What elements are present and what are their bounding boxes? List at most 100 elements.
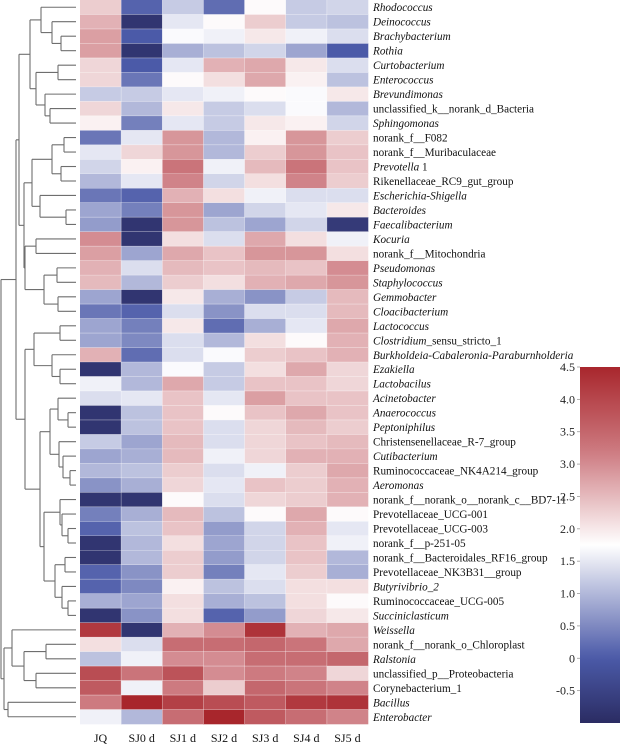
heatmap-cell [326, 130, 369, 146]
row-label: Bacteroides [373, 205, 427, 217]
heatmap-cell [80, 390, 122, 406]
heatmap-cell [162, 115, 204, 131]
heatmap-cell [80, 144, 122, 160]
heatmap-cell [285, 448, 328, 464]
heatmap-cell [162, 709, 204, 725]
heatmap-cell [244, 347, 287, 363]
heatmap-cell [203, 217, 245, 232]
heatmap-cell [80, 593, 122, 609]
heatmap-cell [121, 347, 163, 363]
heatmap-cell [203, 448, 245, 464]
row-label: Deinococcus [372, 17, 431, 29]
heatmap-cell [80, 579, 122, 594]
heatmap-cell [326, 289, 369, 305]
heatmap-cell [244, 275, 287, 290]
colorbar-tick-label: 3.0 [560, 457, 575, 471]
heatmap-cell [244, 535, 287, 551]
heatmap-cell [285, 43, 328, 59]
heatmap-cell [326, 318, 369, 334]
heatmap-cell [80, 362, 122, 377]
heatmap-cell [203, 347, 245, 363]
heatmap-cell [121, 550, 163, 566]
heatmap-cell [121, 637, 163, 652]
row-label: Prevotellaceae_UCG-001 [373, 509, 488, 521]
heatmap-cell [326, 492, 369, 508]
heatmap-cell [121, 579, 163, 594]
heatmap-cell [162, 304, 204, 319]
heatmap-cell [203, 260, 245, 276]
heatmap-cell [162, 637, 204, 652]
heatmap-cell [80, 159, 122, 175]
heatmap-cell [203, 666, 245, 681]
heatmap-cell [326, 376, 369, 392]
heatmap-cell [285, 333, 328, 348]
heatmap-cell [121, 144, 163, 160]
row-label: Ezakiella [372, 364, 415, 376]
heatmap-cell [203, 144, 245, 160]
heatmap-cell [203, 173, 245, 189]
heatmap-cell [285, 0, 328, 15]
heatmap-cell [285, 362, 328, 377]
heatmap-cell [326, 260, 369, 276]
heatmap-cell [244, 202, 287, 218]
colorbar-tick-label: 1.5 [560, 554, 575, 568]
row-label: Corynebacterium_1 [373, 683, 462, 695]
row-label: norank_f__p-251-05 [373, 538, 466, 550]
heatmap-cell [244, 101, 287, 117]
heatmap-cell [244, 521, 287, 537]
heatmap-cell [326, 695, 369, 710]
heatmap-cell [162, 289, 204, 305]
heatmap-cell [203, 637, 245, 652]
heatmap-cell [203, 362, 245, 377]
heatmap-cell [285, 260, 328, 276]
heatmap-cell [326, 434, 369, 450]
heatmap-cell [162, 535, 204, 551]
heatmap-cell [285, 289, 328, 305]
heatmap-cell [285, 347, 328, 363]
heatmap-cell [80, 651, 122, 667]
heatmap-cell [162, 101, 204, 117]
heatmap-cell [285, 115, 328, 131]
row-label: norank_f__F082 [373, 133, 448, 145]
heatmap-cell [121, 492, 163, 508]
heatmap-cell [162, 564, 204, 580]
row-label: unclassified_k__norank_d_Bacteria [373, 104, 534, 116]
row-label: Burkholdeia-Cabaleronia-Paraburnholderia [373, 350, 574, 362]
row-label: Bacillus [373, 697, 410, 709]
heatmap-cell [244, 506, 287, 522]
row-label: Enterococcus [372, 75, 434, 87]
heatmap-cell [162, 275, 204, 290]
heatmap-cell [203, 159, 245, 175]
heatmap-cell [121, 289, 163, 305]
heatmap-cell [244, 43, 287, 59]
row-label: Weissella [373, 625, 415, 637]
heatmap-cell [162, 43, 204, 59]
heatmap-cell [162, 521, 204, 537]
heatmap-cell [80, 535, 122, 551]
heatmap-cell [203, 14, 245, 30]
heatmap-cell [80, 260, 122, 276]
heatmap-cell [244, 144, 287, 160]
row-label: Rikenellaceae_RC9_gut_group [373, 176, 514, 188]
column-label: SJ0 d [129, 731, 155, 745]
heatmap-cell [162, 477, 204, 493]
heatmap-cell [203, 101, 245, 117]
heatmap-cell [285, 318, 328, 334]
heatmap-cell [121, 304, 163, 319]
heatmap-cell [326, 333, 369, 348]
heatmap-cell [285, 28, 328, 44]
heatmap-cell [162, 72, 204, 88]
heatmap-cell [326, 231, 369, 247]
heatmap-cell [80, 709, 122, 725]
heatmap-cell [203, 28, 245, 44]
heatmap-cell [326, 506, 369, 522]
heatmap-cell [80, 333, 122, 348]
heatmap-cell [162, 405, 204, 421]
column-label: SJ5 d [334, 731, 360, 745]
row-label: Lactobacilus [372, 379, 431, 391]
row-label: Ruminococcaceae_UCG-005 [373, 596, 504, 608]
heatmap-cell [244, 492, 287, 508]
heatmap-cell [80, 72, 122, 88]
heatmap-cell [203, 622, 245, 638]
